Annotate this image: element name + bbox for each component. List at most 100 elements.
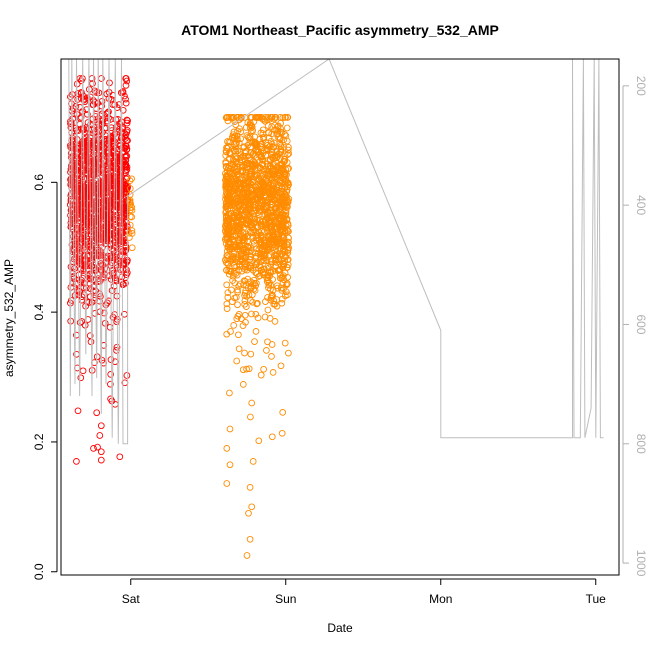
data-point <box>128 175 135 183</box>
data-point <box>240 233 248 241</box>
data-point <box>112 201 119 209</box>
data-point <box>102 301 110 309</box>
data-point <box>124 184 131 192</box>
data-point <box>265 129 273 137</box>
y2-axis: 200 400 600 800 1000 <box>622 76 648 577</box>
data-point <box>234 301 241 309</box>
data-point <box>97 456 105 464</box>
data-point <box>267 282 275 289</box>
data-point <box>119 88 127 95</box>
data-point <box>229 183 237 191</box>
data-point <box>79 210 87 218</box>
data-point <box>245 200 253 207</box>
data-point <box>284 146 292 154</box>
data-point <box>107 356 115 363</box>
data-point <box>283 137 291 145</box>
data-point <box>226 190 234 197</box>
data-point <box>264 122 272 129</box>
data-point <box>263 347 270 354</box>
data-point <box>223 445 231 452</box>
data-point <box>268 223 275 231</box>
data-point <box>260 365 267 373</box>
data-point <box>280 241 288 248</box>
data-point <box>108 287 116 294</box>
data-point <box>74 90 82 97</box>
data-point <box>254 223 261 230</box>
data-point <box>266 279 273 286</box>
data-point <box>126 234 133 241</box>
data-point <box>280 260 287 268</box>
data-point <box>118 246 125 253</box>
data-point <box>79 155 87 163</box>
data-point <box>123 116 131 124</box>
data-point <box>252 328 260 335</box>
data-point <box>122 75 130 82</box>
data-point <box>277 190 284 198</box>
data-point <box>242 281 250 289</box>
data-point <box>268 293 275 300</box>
data-point <box>266 236 274 244</box>
data-point <box>246 535 254 543</box>
data-point <box>264 145 271 153</box>
data-point <box>280 245 287 252</box>
data-point <box>77 374 85 382</box>
data-point <box>267 137 275 145</box>
data-point <box>265 241 273 249</box>
data-point <box>125 229 133 237</box>
data-point <box>243 365 250 373</box>
data-point <box>222 259 230 266</box>
data-point <box>223 480 231 487</box>
y-tick-label: 0.4 <box>32 303 46 320</box>
data-point <box>267 285 274 293</box>
data-point <box>279 114 287 122</box>
data-point <box>280 158 287 166</box>
data-point <box>270 195 278 202</box>
y2-tick-label: 200 <box>634 76 648 96</box>
data-point <box>250 229 258 237</box>
data-point <box>283 124 291 132</box>
data-point <box>241 277 249 285</box>
data-point <box>258 161 266 169</box>
data-point <box>261 252 269 259</box>
data-point <box>107 116 114 123</box>
data-point <box>123 128 131 136</box>
data-point <box>78 203 86 210</box>
data-point <box>94 443 101 451</box>
data-point <box>237 154 244 162</box>
data-point <box>228 198 236 206</box>
data-point <box>276 252 283 260</box>
data-point <box>245 365 253 373</box>
data-point <box>237 167 244 175</box>
data-point <box>257 266 265 274</box>
y2-tick-label: 600 <box>634 314 648 334</box>
data-point <box>122 95 129 103</box>
data-point <box>227 328 234 335</box>
x-tick-label: Sun <box>275 592 296 606</box>
data-point <box>242 124 250 131</box>
data-point <box>245 196 253 204</box>
data-point <box>224 177 232 185</box>
data-point <box>274 122 282 130</box>
data-point <box>276 114 284 121</box>
data-point <box>239 381 247 388</box>
data-point <box>223 114 230 121</box>
data-point <box>124 117 131 125</box>
data-point <box>223 305 231 312</box>
data-point <box>78 88 85 96</box>
data-point <box>253 270 261 278</box>
data-point <box>235 223 243 231</box>
data-point <box>93 409 101 417</box>
data-point <box>111 216 119 224</box>
data-point <box>257 194 265 201</box>
depth-line <box>62 59 604 445</box>
data-point <box>126 185 134 192</box>
x-tick-label: Tue <box>586 592 607 606</box>
data-point <box>234 196 242 203</box>
data-point <box>238 179 245 187</box>
data-point <box>109 254 117 261</box>
data-point <box>272 218 280 225</box>
data-point <box>281 217 288 225</box>
data-point <box>260 221 268 229</box>
x-axis-title: Date <box>327 621 353 635</box>
data-point <box>241 300 249 308</box>
